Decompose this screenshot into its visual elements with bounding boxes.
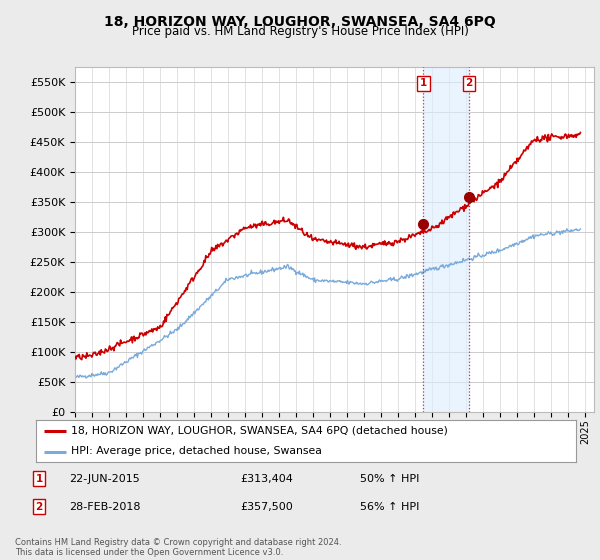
Text: 18, HORIZON WAY, LOUGHOR, SWANSEA, SA4 6PQ: 18, HORIZON WAY, LOUGHOR, SWANSEA, SA4 6… bbox=[104, 15, 496, 29]
Text: 56% ↑ HPI: 56% ↑ HPI bbox=[360, 502, 419, 512]
Text: 18, HORIZON WAY, LOUGHOR, SWANSEA, SA4 6PQ (detached house): 18, HORIZON WAY, LOUGHOR, SWANSEA, SA4 6… bbox=[71, 426, 448, 436]
Text: £313,404: £313,404 bbox=[240, 474, 293, 484]
Text: 1: 1 bbox=[35, 474, 43, 484]
Text: 50% ↑ HPI: 50% ↑ HPI bbox=[360, 474, 419, 484]
Text: Price paid vs. HM Land Registry's House Price Index (HPI): Price paid vs. HM Land Registry's House … bbox=[131, 25, 469, 38]
Text: 28-FEB-2018: 28-FEB-2018 bbox=[69, 502, 140, 512]
Text: 2: 2 bbox=[35, 502, 43, 512]
Text: £357,500: £357,500 bbox=[240, 502, 293, 512]
Text: 2: 2 bbox=[466, 78, 473, 88]
Text: Contains HM Land Registry data © Crown copyright and database right 2024.
This d: Contains HM Land Registry data © Crown c… bbox=[15, 538, 341, 557]
Text: HPI: Average price, detached house, Swansea: HPI: Average price, detached house, Swan… bbox=[71, 446, 322, 456]
Text: 1: 1 bbox=[420, 78, 427, 88]
Text: 22-JUN-2015: 22-JUN-2015 bbox=[69, 474, 140, 484]
Bar bbox=[424, 67, 469, 412]
